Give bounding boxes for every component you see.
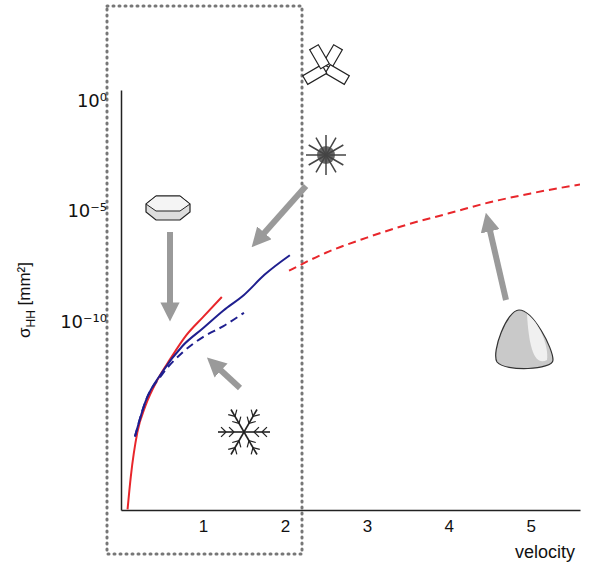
rosette-icon [303, 45, 350, 85]
x-axis-line [122, 510, 581, 512]
x-tick-label: 4 [445, 517, 454, 536]
plate-icon [146, 196, 190, 220]
x-tick: 3 [363, 510, 372, 536]
x-tick-label: 1 [199, 517, 208, 536]
y-tick: 10⁰ [77, 90, 121, 111]
x-tick-label: 5 [527, 517, 536, 536]
y-tick-label: 10⁰ [77, 90, 107, 111]
y-axis-title: σHH [mm²] [15, 262, 38, 338]
illustrations [146, 45, 553, 455]
highlight-box [107, 6, 302, 554]
series-line [289, 184, 580, 270]
series-line [128, 297, 222, 509]
x-axis: 1 2 3 4 5 [122, 510, 581, 536]
pointer-arrow [258, 186, 306, 240]
pointer-arrow [488, 222, 506, 300]
x-tick-label: 2 [281, 517, 290, 536]
y-tick-label: 10⁻¹⁰ [60, 311, 107, 332]
y-axis-line [121, 91, 123, 511]
y-axis: 10⁰ 10⁻⁵ 10⁻¹⁰ [60, 90, 121, 511]
x-tick: 5 [527, 510, 536, 536]
y-tick-label: 10⁻⁵ [67, 200, 107, 221]
y-tick: 10⁻¹⁰ [60, 311, 121, 332]
pointer-arrow [214, 364, 240, 388]
x-tick: 4 [445, 510, 454, 536]
pointer-arrow [167, 232, 173, 312]
x-tick-label: 3 [363, 517, 372, 536]
x-axis-title: velocity [515, 542, 575, 562]
x-tick: 2 [281, 510, 290, 536]
series-line [135, 313, 244, 437]
x-tick: 1 [199, 510, 208, 536]
aggregate-icon [306, 135, 346, 175]
y-tick: 10⁻⁵ [67, 200, 121, 221]
series-line [135, 255, 290, 436]
snowflake-icon [218, 409, 270, 454]
graupel-icon [496, 310, 553, 369]
chart: 1 2 3 4 5 10⁰ 10⁻⁵ 10⁻¹⁰ velocity σHH [mm²] [0, 0, 594, 566]
plot-area [128, 184, 580, 509]
